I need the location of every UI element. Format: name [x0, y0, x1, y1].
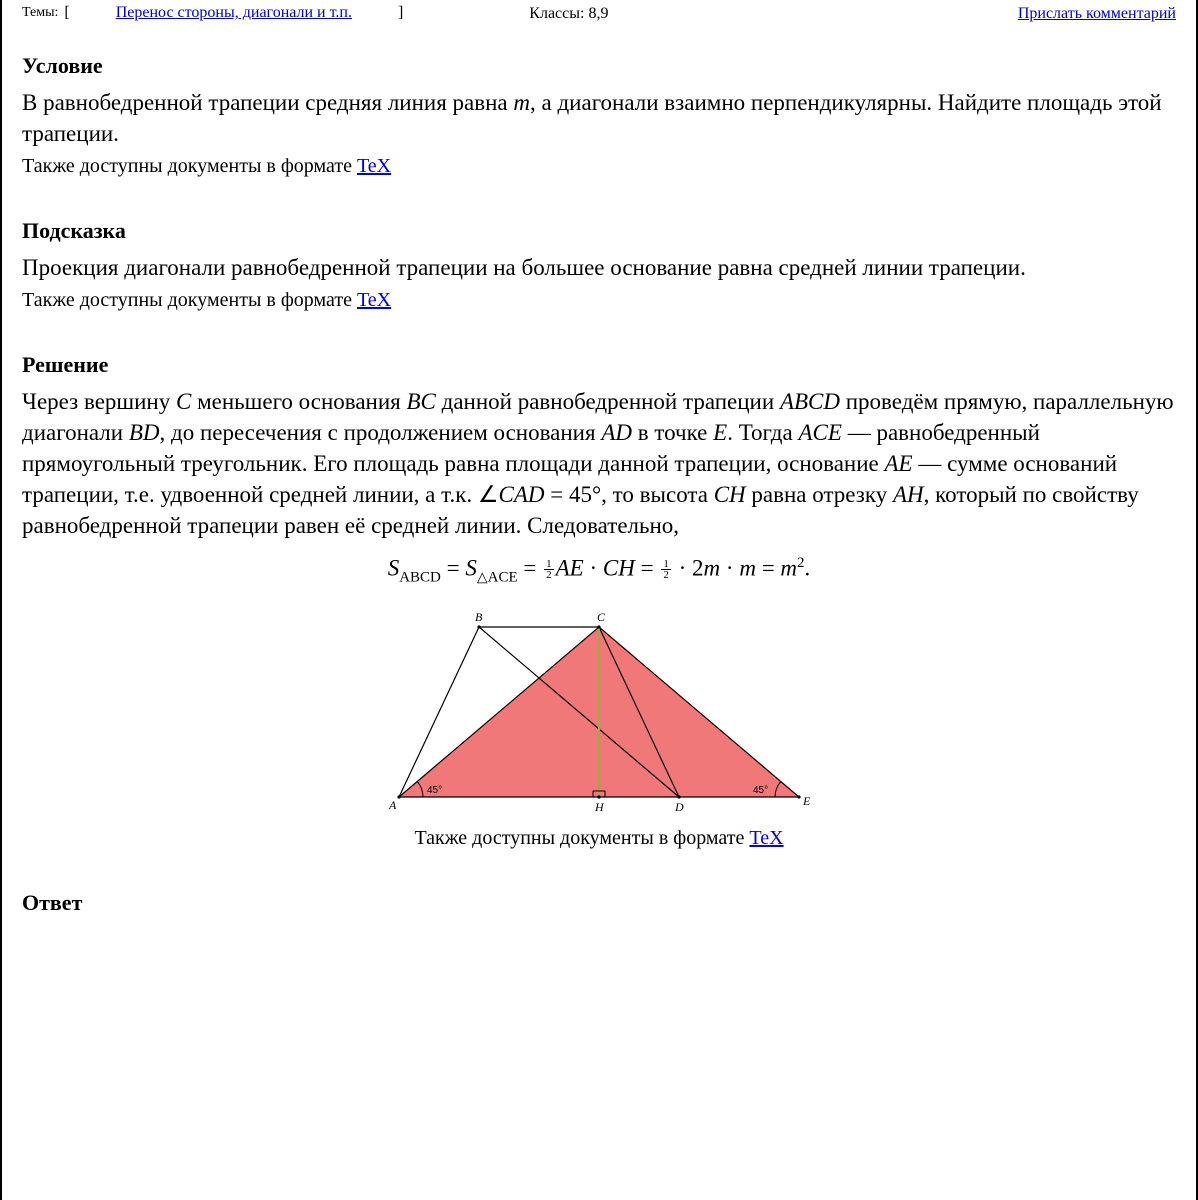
- svg-text:E: E: [802, 794, 811, 808]
- tex-link[interactable]: TeX: [749, 827, 783, 849]
- tex-note-prefix: Также доступны документы в формате: [22, 289, 357, 311]
- svg-text:45°: 45°: [753, 785, 768, 796]
- themes-label: Темы:: [22, 4, 58, 21]
- solution-diagram: 45° 45° A B C D E H: [22, 597, 1176, 823]
- solution-formula: SABCD = S△ACE = 12AE · CH = 12 · 2m · m …: [22, 555, 1176, 586]
- tex-note-prefix: Также доступны документы в формате: [22, 155, 357, 177]
- svg-text:H: H: [594, 800, 605, 814]
- section-condition-title: Условие: [22, 53, 1176, 79]
- tex-note-3: Также доступны документы в формате TeX: [22, 827, 1176, 850]
- svg-text:C: C: [597, 610, 606, 624]
- bracket-close: ]: [398, 4, 403, 22]
- condition-text-part1: В равнобедренной трапеции средняя линия …: [22, 90, 513, 115]
- solution-text: Через вершину C меньшего основания BC да…: [22, 386, 1176, 541]
- tex-note-prefix: Также доступны документы в формате: [414, 827, 749, 849]
- section-solution-title: Решение: [22, 352, 1176, 378]
- send-comment-link[interactable]: Прислать комментарий: [1018, 4, 1176, 23]
- condition-var-m: m: [513, 90, 530, 115]
- condition-text: В равнобедренной трапеции средняя линия …: [22, 87, 1176, 149]
- svg-text:45°: 45°: [427, 785, 442, 796]
- tex-link[interactable]: TeX: [357, 289, 391, 311]
- svg-text:D: D: [674, 800, 684, 814]
- svg-text:B: B: [475, 610, 483, 624]
- tex-link[interactable]: TeX: [357, 155, 391, 177]
- meta-row: Темы: [ Перенос стороны, диагонали и т.п…: [22, 4, 1176, 23]
- tex-note-1: Также доступны документы в формате TeX: [22, 155, 1176, 178]
- hint-text: Проекция диагонали равнобедренной трапец…: [22, 252, 1176, 283]
- section-hint-title: Подсказка: [22, 218, 1176, 244]
- bracket-open: [: [64, 4, 69, 22]
- classes-label: Классы: 8,9: [529, 4, 608, 23]
- svg-text:A: A: [388, 798, 397, 812]
- section-answer-title: Ответ: [22, 890, 1176, 916]
- topic-link[interactable]: Перенос стороны, диагонали и т.п.: [116, 4, 352, 22]
- tex-note-2: Также доступны документы в формате TeX: [22, 289, 1176, 312]
